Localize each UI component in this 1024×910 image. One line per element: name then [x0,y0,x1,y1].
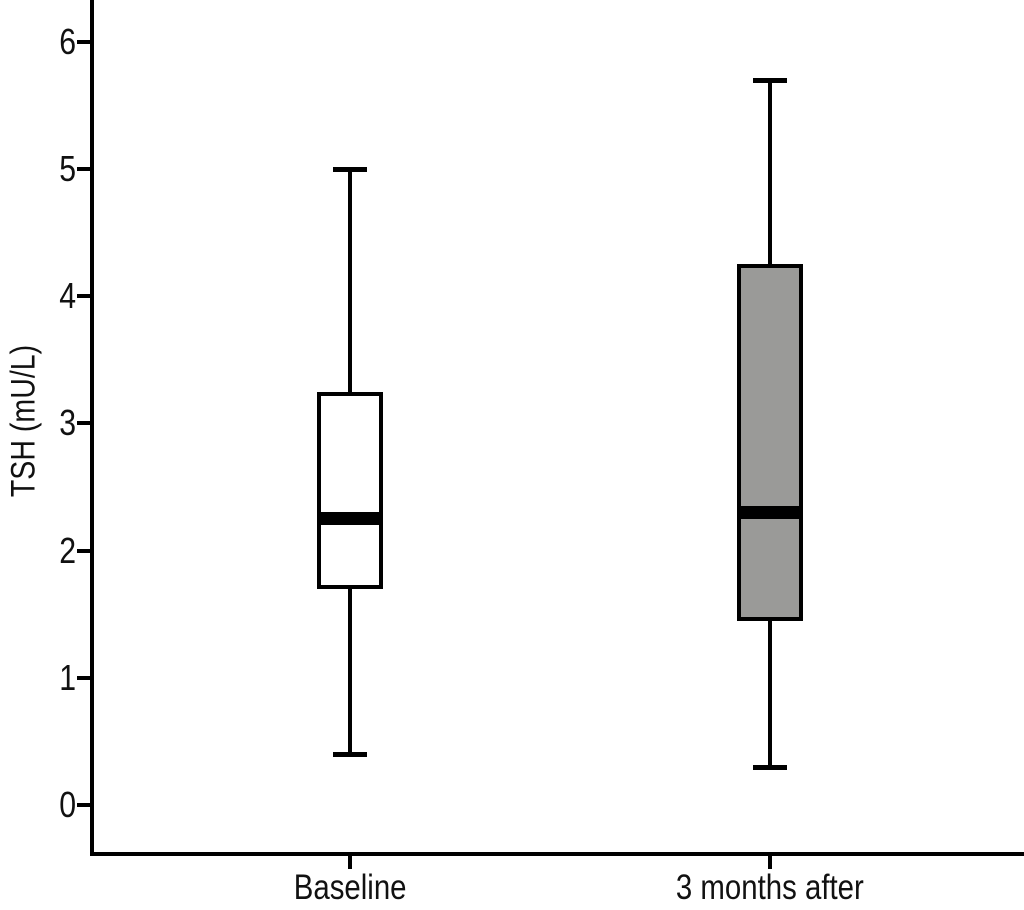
y-tick-label-text: 3 [59,402,76,444]
y-tick [77,803,90,807]
y-tick-label-text: 1 [59,656,76,698]
upper-whisker-cap [333,167,367,172]
y-tick-label: 2 [24,529,76,573]
upper-whisker-line [348,169,352,392]
y-tick-label-text: 4 [59,275,76,317]
y-tick-label-text: 5 [59,148,76,189]
y-tick-label: 0 [24,783,76,827]
x-axis-line [90,852,1024,856]
median-line [317,512,383,526]
lower-whisker-line [348,588,352,755]
y-tick-label: 3 [24,401,76,445]
y-tick [77,548,90,553]
x-category-label: Baseline [180,868,520,908]
y-axis-line [90,0,94,856]
y-tick-label-text: 0 [59,784,76,825]
y-tick [77,294,90,299]
x-category-label-text: Baseline [293,868,407,907]
y-tick-label: 4 [24,274,76,318]
box-iqr [317,391,383,589]
y-tick [77,675,90,680]
y-tick-label-text: 6 [59,20,76,62]
y-tick [77,39,90,44]
lower-whisker-cap [333,752,367,758]
y-tick-label-text: 2 [59,529,76,571]
y-tick-label: 1 [24,656,76,700]
lower-whisker-cap [753,764,787,770]
y-tick [77,167,90,171]
lower-whisker-line [768,620,772,767]
upper-whisker-cap [753,77,787,83]
x-category-label-text: 3 months after [676,868,864,907]
y-tick-label: 6 [24,20,76,64]
y-tick-label: 5 [24,147,76,191]
box-iqr [737,264,803,621]
x-category-label: 3 months after [600,868,940,908]
x-tick [768,852,772,869]
upper-whisker-line [768,79,772,265]
x-tick [348,852,352,869]
y-tick [77,421,90,426]
median-line [737,505,803,519]
